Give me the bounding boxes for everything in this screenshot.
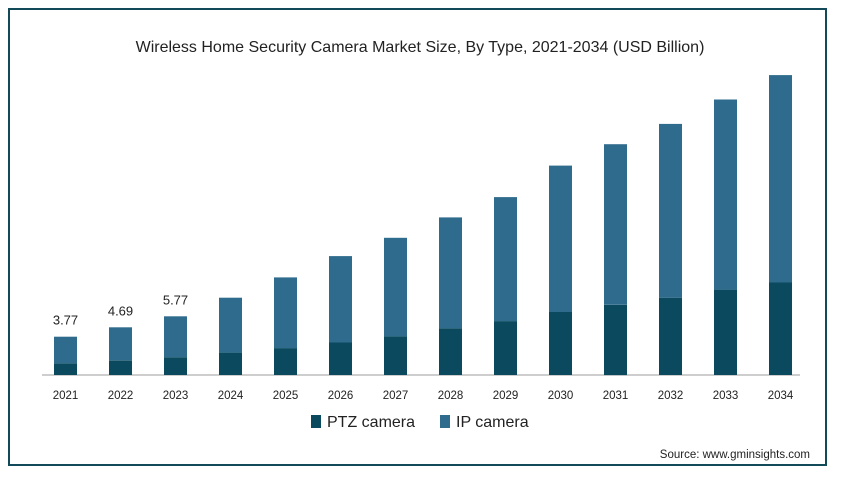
x-tick-2021: 2021 (53, 390, 79, 402)
bar-ip-2027 (384, 237, 407, 337)
data-label-2023: 5.77 (163, 292, 188, 307)
bar-ip-2022 (109, 327, 132, 361)
bar-ptz-2029 (494, 321, 517, 375)
legend-label-ptz: PTZ camera (327, 414, 415, 431)
legend-swatch-ptz (311, 415, 321, 428)
x-tick-2033: 2033 (713, 390, 739, 402)
bar-ptz-2028 (439, 328, 462, 375)
bar-ptz-2023 (164, 357, 187, 375)
bar-ptz-2032 (659, 297, 682, 375)
x-tick-labels: 2021 2022 2023 2024 2025 2026 2027 2028 2029 2030… (53, 390, 794, 402)
data-label-2022: 4.69 (108, 303, 133, 318)
x-tick-2027: 2027 (383, 390, 409, 402)
data-label-2021: 3.77 (53, 313, 78, 328)
x-tick-2030: 2030 (548, 390, 574, 402)
bar-ip-2033 (714, 99, 737, 290)
bar-ptz-2027 (384, 336, 407, 375)
bar-ptz-2025 (274, 348, 297, 375)
bar-ip-2025 (274, 277, 297, 349)
bar-ptz-2030 (549, 312, 572, 375)
bar-ptz-2021 (54, 363, 77, 375)
bar-ip-2029 (494, 197, 517, 322)
x-tick-2023: 2023 (163, 390, 189, 402)
bar-ip-2023 (164, 316, 187, 358)
x-tick-2025: 2025 (273, 390, 299, 402)
bar-ip-2032 (659, 123, 682, 298)
chart-frame (8, 8, 827, 466)
bar-ip-2024 (219, 297, 242, 353)
bar-ip-2031 (604, 144, 627, 305)
x-tick-2031: 2031 (603, 390, 629, 402)
x-tick-2022: 2022 (108, 390, 134, 402)
bar-ip-2026 (329, 256, 352, 343)
legend-label-ip: IP camera (456, 414, 529, 431)
bar-ptz-2024 (219, 352, 242, 375)
bar-ptz-2033 (714, 289, 737, 375)
chart-title: Wireless Home Security Camera Market Siz… (136, 39, 705, 56)
x-tick-2026: 2026 (328, 390, 354, 402)
bar-ptz-2034 (769, 282, 792, 375)
x-tick-2032: 2032 (658, 390, 684, 402)
source-note: Source: www.gminsights.com (660, 449, 810, 461)
bar-ptz-2031 (604, 304, 627, 376)
bars-group (54, 75, 792, 376)
bar-ip-2034 (769, 75, 792, 283)
bar-ip-2021 (54, 336, 77, 364)
bar-ip-2030 (549, 165, 572, 312)
bar-ptz-2026 (329, 342, 352, 375)
legend-swatch-ip (440, 415, 450, 428)
bar-ptz-2022 (109, 360, 132, 375)
x-tick-2029: 2029 (493, 390, 519, 402)
x-tick-2028: 2028 (438, 390, 464, 402)
x-tick-2034: 2034 (768, 390, 794, 402)
bar-ip-2028 (439, 217, 462, 329)
x-tick-2024: 2024 (218, 390, 244, 402)
legend: PTZ camera IP camera (311, 414, 529, 431)
data-labels: 3.77 4.69 5.77 (53, 292, 188, 327)
